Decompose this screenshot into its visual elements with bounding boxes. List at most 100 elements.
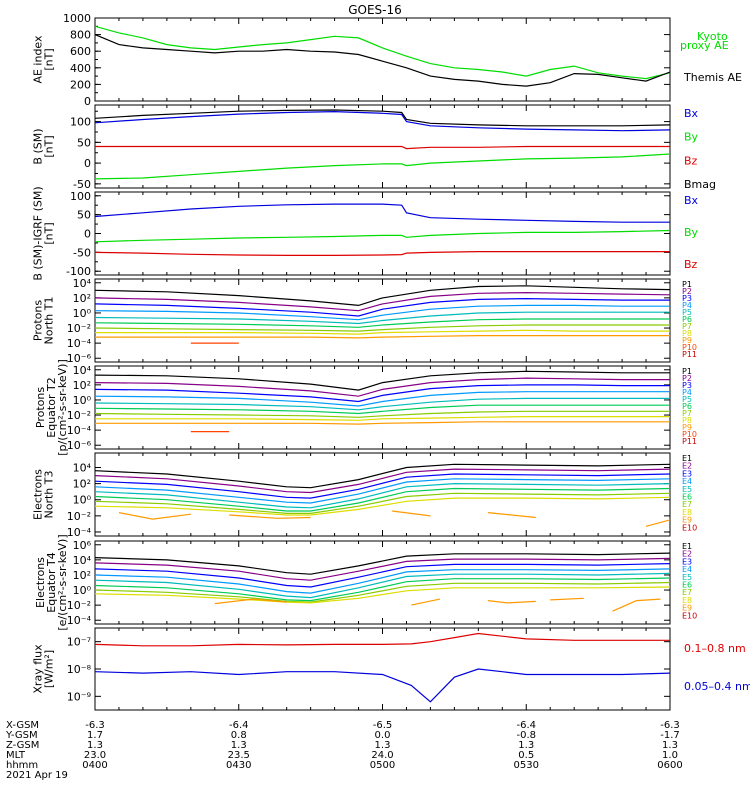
series-line-bx <box>95 110 670 132</box>
ephemeris-value: 0430 <box>226 760 251 771</box>
ephemeris-value: 1.0 <box>662 750 678 761</box>
ephemeris-value: 1.3 <box>662 740 678 751</box>
legend-item: E10 <box>682 523 697 532</box>
legend-item: Bmag <box>684 178 716 191</box>
y-tick-label: 10⁻⁶ <box>67 352 92 365</box>
series-line-0-05-0-4-nm <box>95 668 670 703</box>
legend-item: E1 <box>682 454 692 463</box>
series-line-p4 <box>95 391 670 407</box>
series-line-p6 <box>95 404 670 415</box>
series-line-bmag <box>95 109 670 127</box>
x-axis-ephemeris: X-GSM -6.3 -6.4 -6.5 -6.4 -6.3 Y-GSM 1.7 0.8 0.0 -… <box>5 720 683 781</box>
y-tick-label: 10⁻⁴ <box>67 424 92 437</box>
y-tick-label: -100 <box>66 265 91 278</box>
series-fragment-e9 <box>612 598 661 612</box>
legend-item: Bz <box>684 154 698 167</box>
series-line-bz <box>95 251 670 256</box>
ephemeris-row-label: hhmm <box>6 760 38 771</box>
y-axis-label: [nT] <box>43 222 56 244</box>
y-tick-label: 10⁴ <box>73 554 92 567</box>
y-tick-label: 50 <box>77 209 91 222</box>
legend-item: E9 <box>682 604 692 613</box>
legend-item: P1 <box>682 367 692 376</box>
y-tick-label: 600 <box>70 45 91 58</box>
panel-1: 0 200 400 600 800 1000 AE index[nT] Kyotoproxy … <box>32 12 742 108</box>
y-axis-label: Electrons <box>32 469 45 520</box>
y-axis-label: Equator T4 <box>45 552 58 612</box>
legend-item: E2 <box>682 462 692 471</box>
ephemeris-value: 23.5 <box>228 750 250 761</box>
legend-item: By <box>684 226 699 239</box>
y-tick-label: 800 <box>70 29 91 42</box>
y-tick-label: 50 <box>77 136 91 149</box>
ephemeris-value: 1.3 <box>87 740 103 751</box>
y-tick-label: 0 <box>84 95 91 108</box>
series-fragment-e9 <box>214 598 287 605</box>
series-line-p8 <box>95 329 670 335</box>
y-tick-label: 10⁶ <box>73 539 92 552</box>
series-line-bx <box>95 203 670 223</box>
date-label: 2021 Apr 19 <box>6 770 68 781</box>
series-line-e7 <box>95 492 670 515</box>
y-tick-label: 10⁻⁶ <box>67 439 92 452</box>
legend-item: P6 <box>682 402 692 411</box>
series-line-e8 <box>95 496 670 516</box>
legend-item: E4 <box>682 565 692 574</box>
legend-item: P5 <box>682 308 692 317</box>
y-tick-label: 10⁻⁹ <box>67 690 91 703</box>
series-line-p5 <box>95 397 670 411</box>
series-line-p1 <box>95 285 670 307</box>
legend-item: E4 <box>682 477 692 486</box>
legend-item: E2 <box>682 550 692 559</box>
series-line-e5 <box>95 482 670 509</box>
legend-item: Bx <box>684 194 699 207</box>
series-line-by <box>95 153 670 180</box>
ephemeris-value: 1.7 <box>87 730 103 741</box>
legend-item: P9 <box>682 336 692 345</box>
series-line-e2 <box>95 557 670 581</box>
series-line-e3 <box>95 563 670 588</box>
ephemeris-value: -6.3 <box>85 720 105 731</box>
series-line-p6 <box>95 318 670 328</box>
ephemeris-row-label: MLT <box>6 750 26 761</box>
series-line-e6 <box>95 577 670 602</box>
y-axis-label: B (SM)-IGRF (SM) <box>32 186 45 280</box>
y-axis-label: Equator T2 <box>45 377 58 437</box>
ephemeris-row-label: X-GSM <box>6 720 39 731</box>
legend-item: By <box>684 131 699 144</box>
series-line-e1 <box>95 463 670 489</box>
series-line-bz <box>95 145 670 150</box>
ephemeris-value: 24.0 <box>371 750 393 761</box>
series-line-p1 <box>95 370 670 391</box>
series-line-p2 <box>95 291 670 312</box>
legend-item: Themis AE <box>683 71 742 84</box>
legend-item: 0.1–0.8 nm <box>684 642 746 655</box>
legend-item: P4 <box>682 388 692 397</box>
y-tick-label: 10² <box>73 478 91 491</box>
legend-item: P11 <box>682 350 697 359</box>
chart-title: GOES-16 <box>348 3 402 17</box>
y-axis-label: [e/(cm²-s-sr-keV)] <box>56 534 69 630</box>
series-line-p7 <box>95 324 670 332</box>
ephemeris-value: 1.3 <box>231 740 247 751</box>
series-line-p9 <box>95 335 670 339</box>
ephemeris-value: 1.3 <box>375 740 391 751</box>
y-tick-label: 10⁰ <box>73 494 92 507</box>
legend-item: E7 <box>682 588 692 597</box>
series-fragment-e9 <box>487 512 536 519</box>
series-fragment-e9 <box>392 510 431 517</box>
series-fragment-e9 <box>118 512 191 520</box>
y-axis-label: [nT] <box>43 135 56 157</box>
ephemeris-value: 0.0 <box>375 730 391 741</box>
series-line-0-1-0-8-nm <box>95 632 670 647</box>
y-tick-label: 10⁻² <box>67 510 91 523</box>
y-tick-label: 10⁻⁷ <box>67 636 91 649</box>
series-line-e2 <box>95 468 670 494</box>
y-axis-label: [W/m²] <box>43 650 56 688</box>
ephemeris-value: -6.3 <box>660 720 680 731</box>
y-tick-label: 10⁰ <box>73 584 92 597</box>
y-tick-label: 10⁻² <box>67 322 91 335</box>
y-tick-label: 10² <box>73 569 91 582</box>
